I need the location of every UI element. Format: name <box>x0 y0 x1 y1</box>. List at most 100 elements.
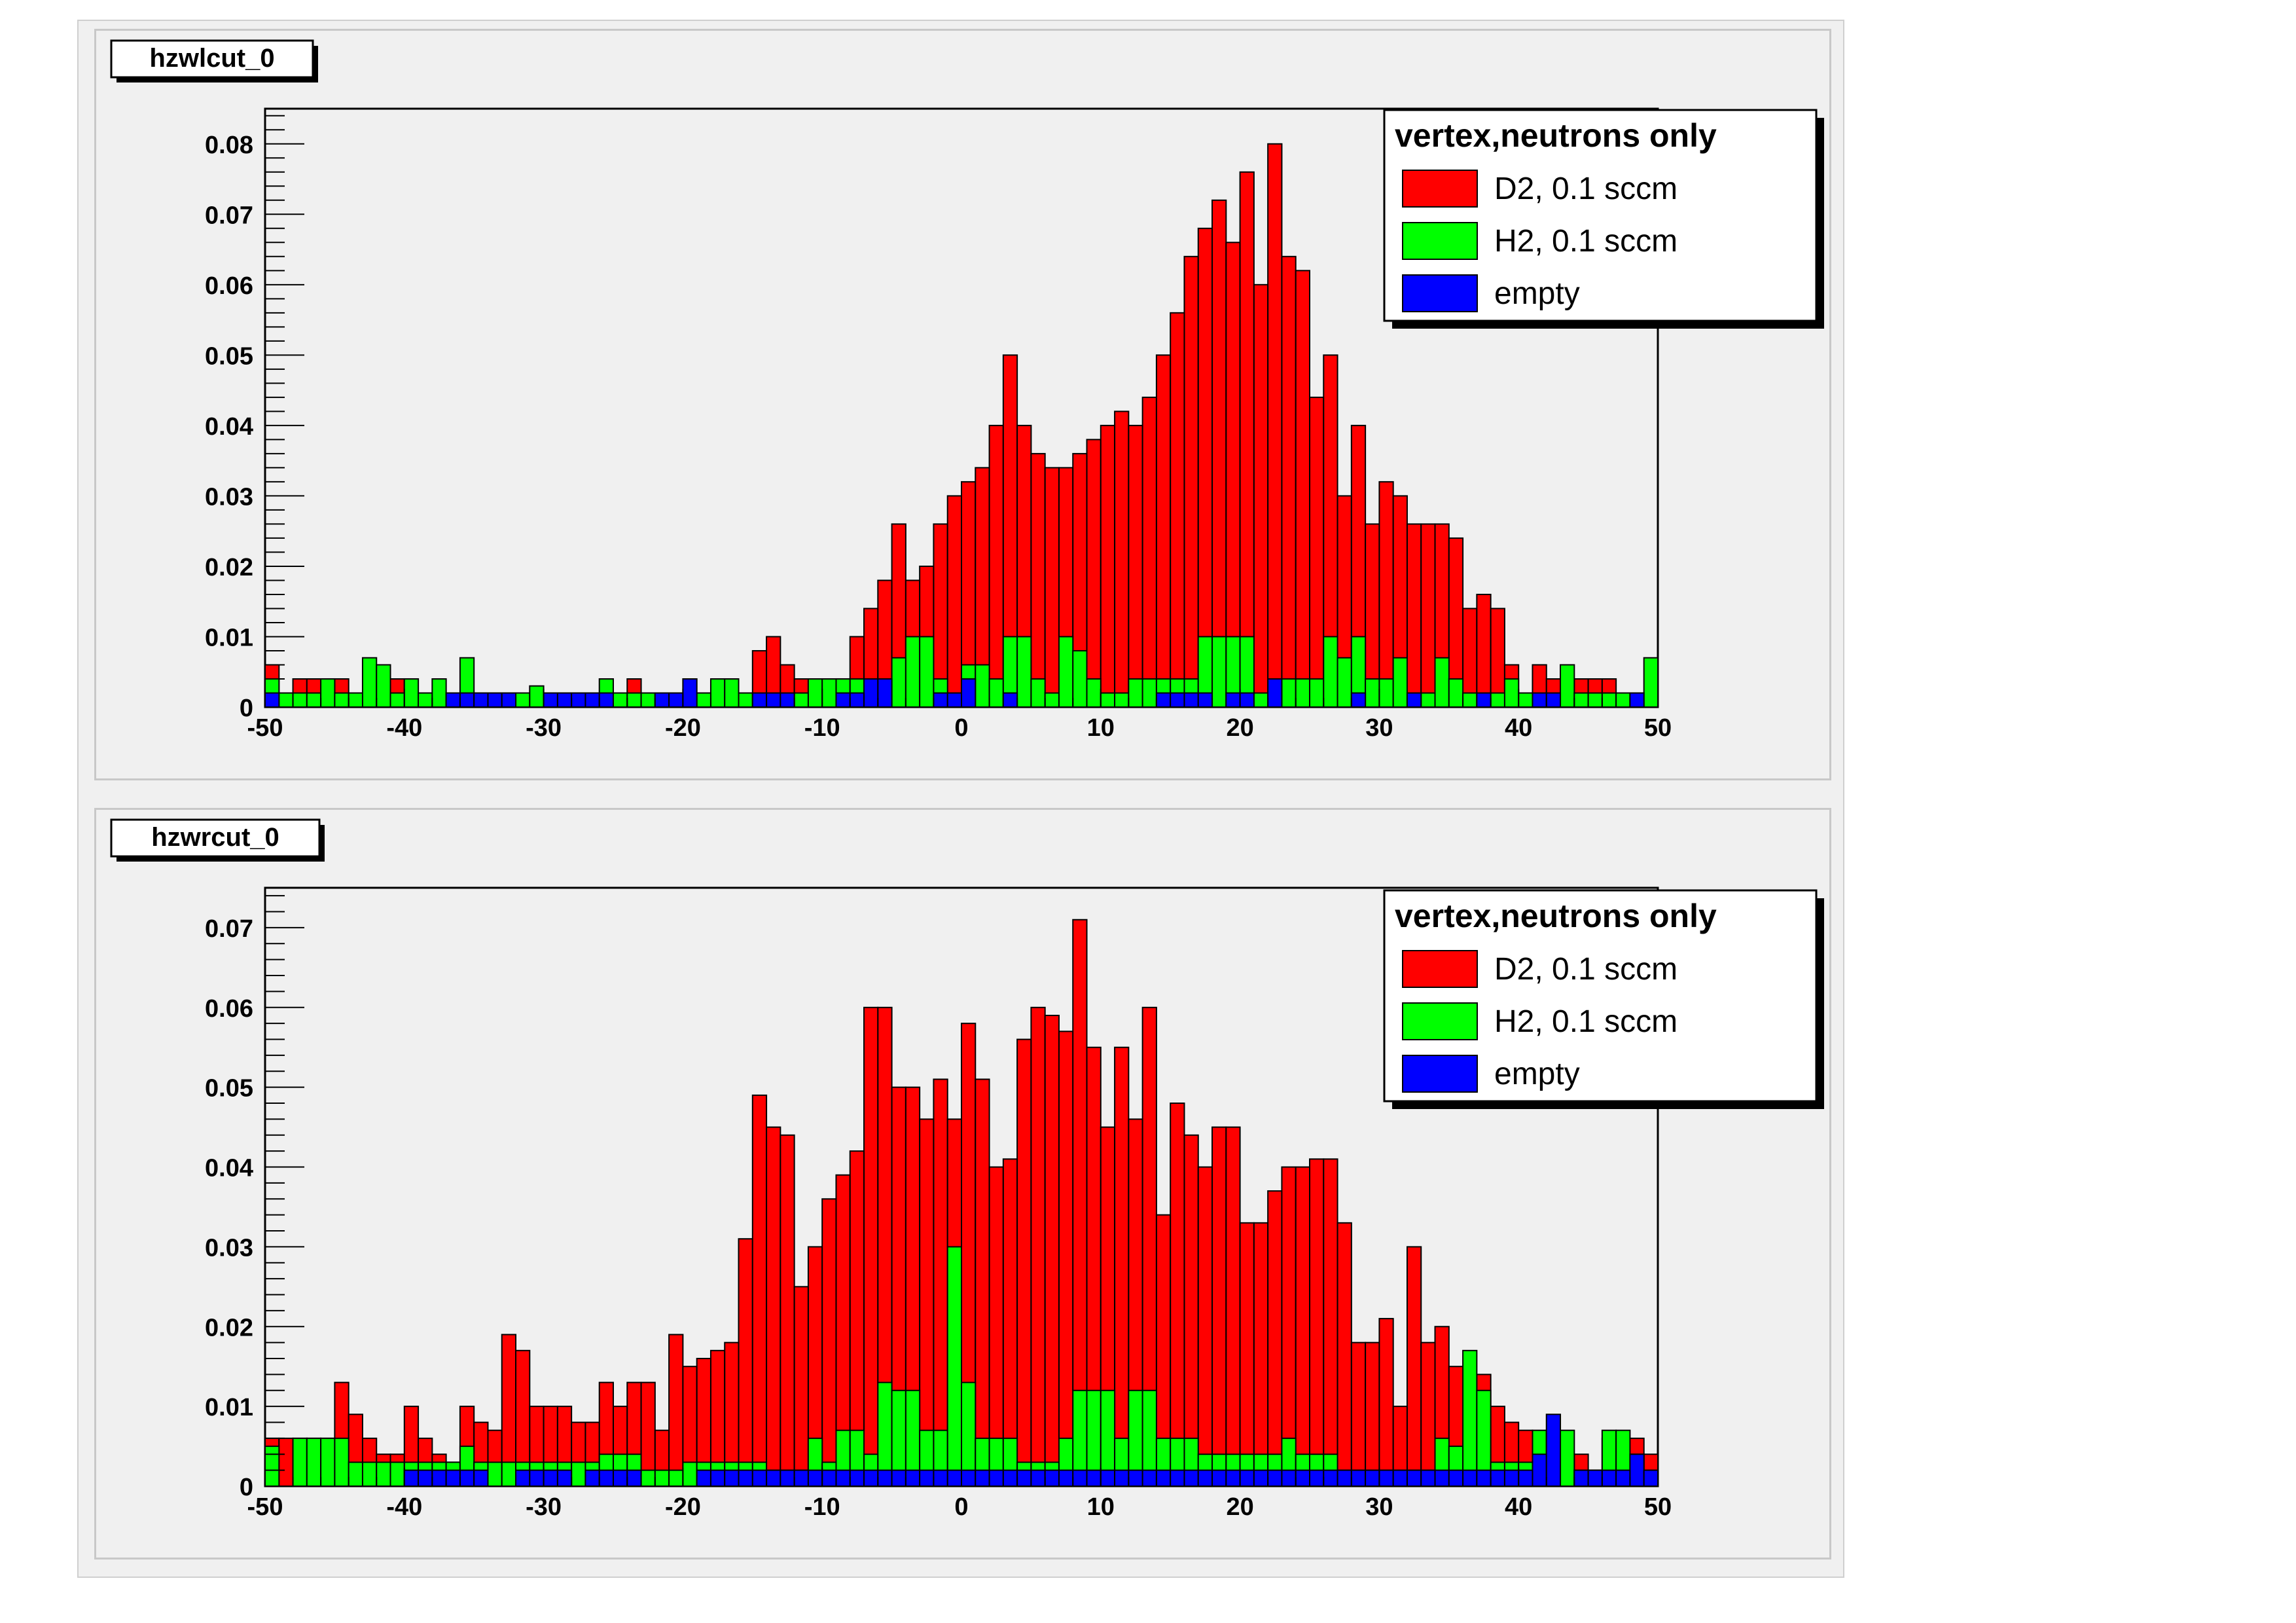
legend-entry-label: D2, 0.1 sccm <box>1494 952 1677 987</box>
bar <box>445 692 461 708</box>
bar <box>1170 312 1185 708</box>
bar <box>1545 692 1562 708</box>
bar <box>1183 1134 1199 1487</box>
bar <box>1086 1469 1102 1487</box>
x-tick-label: 50 <box>1644 714 1672 742</box>
title-box <box>110 818 321 858</box>
bar <box>975 1469 990 1487</box>
bar <box>376 664 391 708</box>
bar <box>780 692 795 708</box>
bar <box>1002 1469 1018 1487</box>
bar <box>1170 692 1185 708</box>
y-tick-label: 0.03 <box>205 1234 253 1262</box>
bar <box>445 1469 461 1487</box>
legend-swatch <box>1402 170 1478 208</box>
bar <box>821 678 837 708</box>
bar <box>821 1469 837 1487</box>
bar <box>1503 678 1520 708</box>
bar <box>1378 481 1394 708</box>
bar <box>1183 255 1199 708</box>
bar <box>1309 396 1325 708</box>
bar <box>1016 636 1032 708</box>
bar <box>1114 1046 1130 1487</box>
bar <box>1141 1469 1157 1487</box>
bar <box>1141 678 1157 708</box>
bar <box>361 657 378 708</box>
bar <box>1295 270 1310 708</box>
bar <box>905 1469 921 1487</box>
pad-title: hzwlcut_0 <box>149 44 274 73</box>
bar <box>1114 1469 1130 1487</box>
bar <box>1044 1014 1060 1487</box>
bar <box>1420 523 1436 708</box>
bar <box>1141 396 1157 708</box>
bar <box>1225 1469 1241 1487</box>
bar <box>278 1437 294 1487</box>
bar <box>751 692 768 708</box>
bar <box>1239 692 1255 708</box>
y-tick-label: 0.04 <box>205 1155 253 1182</box>
bar <box>891 657 906 708</box>
bar <box>751 1469 768 1487</box>
bar <box>459 1469 475 1487</box>
bar <box>1114 410 1130 708</box>
bar <box>1211 636 1227 708</box>
bar <box>1030 1469 1046 1487</box>
bar <box>264 692 280 708</box>
x-tick-label: -40 <box>386 714 422 742</box>
bar <box>1601 692 1617 708</box>
bar <box>1406 1246 1422 1487</box>
bar <box>975 664 990 708</box>
bar <box>682 678 698 708</box>
bar <box>961 678 977 708</box>
bar <box>1086 678 1102 708</box>
y-tick-label: 0.06 <box>205 272 253 300</box>
bar <box>1239 1222 1255 1487</box>
bar <box>1155 1469 1172 1487</box>
bar <box>348 692 363 708</box>
bar <box>389 1461 405 1487</box>
bar <box>613 1469 628 1487</box>
bar <box>418 692 433 708</box>
x-tick-label: 0 <box>954 1493 968 1521</box>
legend-entry-label: empty <box>1494 1057 1580 1091</box>
bar <box>807 678 823 708</box>
legend: vertex,neutrons only D2, 0.1 sccm H2, 0.1 … <box>1383 889 1824 1109</box>
bar <box>403 1469 420 1487</box>
bar <box>1225 1126 1241 1487</box>
y-tick-label: 0.02 <box>205 554 253 581</box>
bar <box>668 692 684 708</box>
bar <box>863 678 879 708</box>
bar <box>1100 424 1116 708</box>
legend-entry-label: empty <box>1494 276 1580 311</box>
bar <box>849 1469 865 1487</box>
bar <box>1573 1469 1589 1487</box>
bar <box>1211 199 1227 708</box>
bar <box>1253 1469 1269 1487</box>
bar <box>807 1469 823 1487</box>
bar <box>1016 1038 1032 1487</box>
bar <box>1267 1469 1283 1487</box>
bar <box>1518 1469 1534 1487</box>
legend-entry-label: H2, 0.1 sccm <box>1494 224 1677 259</box>
bar <box>613 692 628 708</box>
bar <box>1197 227 1213 708</box>
bar <box>306 692 322 708</box>
bar <box>1643 1469 1659 1487</box>
bar <box>501 692 517 708</box>
x-tick-label: 40 <box>1505 714 1532 742</box>
bar <box>1170 1103 1185 1487</box>
y-tick-label: 0.05 <box>205 342 253 370</box>
bar <box>946 692 962 708</box>
bar <box>766 1126 781 1487</box>
bar <box>1336 657 1352 708</box>
y-tick-label: 0.07 <box>205 202 253 229</box>
bar <box>780 1469 795 1487</box>
legend-swatch <box>1402 274 1478 312</box>
bar <box>1587 1469 1603 1487</box>
bar <box>988 424 1004 708</box>
bar <box>1476 1469 1492 1487</box>
bar <box>1392 657 1408 708</box>
bar <box>1448 1469 1464 1487</box>
bar <box>571 1461 586 1487</box>
